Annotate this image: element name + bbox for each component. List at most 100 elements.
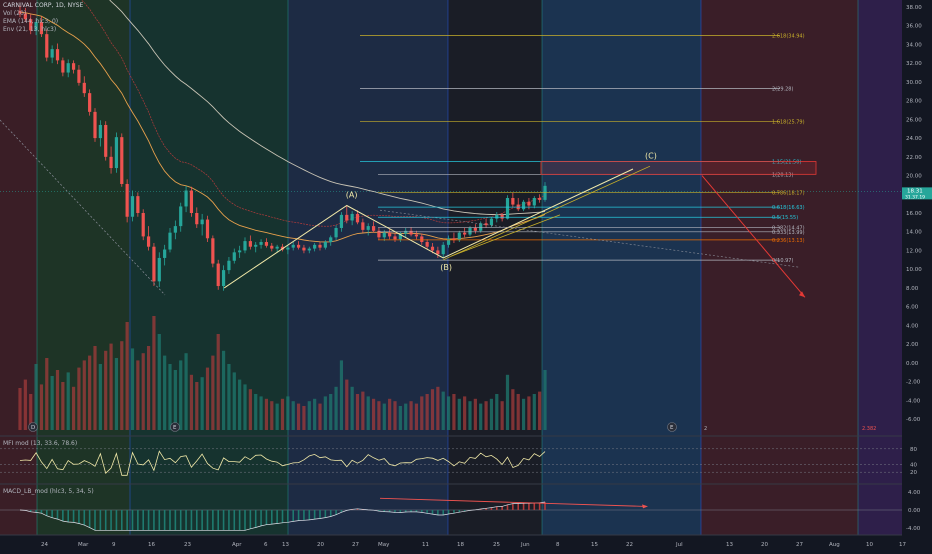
indicator-ema[interactable]: EMA (144, hlc3, 0) [3, 18, 59, 25]
time-tick-label: 13 [726, 542, 733, 548]
candle-body [302, 247, 306, 251]
volume-bar [259, 396, 263, 430]
candle-body [29, 19, 33, 31]
volume-bar [355, 394, 360, 430]
cycle-zone-4 [448, 0, 542, 535]
candle-body [221, 270, 226, 287]
fib-level-label: 2(29.28) [772, 87, 793, 93]
volume-bar [532, 394, 536, 430]
volume-bar [388, 398, 392, 430]
indicator-envelope[interactable]: Env (21, 13, hlc3) [3, 26, 57, 33]
candle-body [189, 190, 194, 213]
candle-body [489, 218, 494, 226]
price-tick-label: 20.00 [906, 174, 922, 180]
macd-divergence-arrowhead [642, 504, 648, 509]
volume-bar [120, 341, 124, 430]
candle-body [104, 124, 108, 157]
candle-body [441, 244, 445, 255]
target-zone-box [540, 161, 817, 175]
cycle-zone-3 [288, 0, 448, 535]
candle-body [500, 214, 504, 219]
macd-pane-label[interactable]: MACD_LB_mod (hlc3, 5, 34, 5) [3, 488, 94, 495]
last-price-value: 18.31 [907, 188, 923, 194]
macd-axis-label: 4.00 [908, 490, 921, 496]
time-tick-label: 8 [556, 542, 560, 548]
candle-body [366, 226, 370, 230]
volume-bar [425, 394, 429, 430]
macd-divergence-line [379, 497, 646, 507]
volume-bar [23, 379, 27, 430]
time-tick-label: May [378, 542, 390, 548]
candle-body [463, 232, 467, 235]
volume-bar [479, 403, 483, 430]
candle-body [430, 246, 435, 251]
time-tick-label: Apr [232, 542, 242, 548]
price-tick-label: 36.00 [906, 24, 922, 30]
price-tick-label: 12.00 [906, 248, 922, 254]
volume-bar [232, 372, 236, 430]
volume-bar [516, 394, 520, 430]
volume-bar [495, 394, 499, 430]
macd-axis-label: -4.00 [906, 526, 921, 532]
volume-bar [452, 394, 456, 430]
volume-bar [205, 367, 210, 430]
candle-body [141, 213, 145, 237]
volume-bar [173, 370, 177, 430]
symbol-header[interactable]: CARNIVAL CORP, 1D, NYSE [3, 2, 84, 9]
volume-bar [468, 401, 472, 430]
volume-bar [377, 401, 381, 430]
candle-body [211, 238, 215, 264]
event-badge-letter: E [670, 425, 674, 431]
volume-bar [371, 398, 376, 430]
volume-bar [339, 360, 344, 430]
candle-body [404, 230, 408, 234]
mfi-pane-label[interactable]: MFI mod (13, 33.6, 78.6) [3, 440, 78, 447]
candle-body [152, 246, 156, 282]
price-tick-label: -6.00 [906, 417, 921, 423]
candle-body [238, 250, 242, 253]
volume-bar [484, 401, 488, 430]
candle-body [409, 230, 413, 235]
event-badge [170, 422, 180, 432]
candle-body [538, 198, 542, 200]
volume-bar [168, 364, 172, 430]
volume-bar [489, 398, 494, 430]
volume-bar [45, 358, 49, 430]
volume-bar [420, 396, 424, 430]
price-axis-bg [902, 0, 932, 550]
candle-body [45, 34, 49, 58]
candle-body [468, 227, 472, 235]
candle-body [216, 263, 220, 287]
candle-body [291, 244, 295, 248]
volume-bar [136, 360, 140, 430]
projection-arrow-head [799, 291, 805, 298]
candle-body [34, 21, 38, 31]
candle-body [275, 246, 279, 249]
event-badge-letter: E [173, 425, 177, 431]
candle-body [55, 49, 60, 61]
price-tick-label: 22.00 [906, 155, 922, 161]
volume-bar [302, 406, 306, 430]
candle-body [355, 213, 360, 223]
volume-bar [463, 396, 467, 430]
time-tick-label: 20 [761, 542, 768, 548]
candle-body [511, 198, 515, 205]
volume-bar [291, 401, 295, 430]
volume-bar [307, 401, 311, 430]
candle-body [527, 201, 531, 206]
candle-body [50, 49, 54, 58]
candle-body [371, 226, 376, 231]
time-tick-label: 11 [422, 542, 429, 548]
volume-bar [66, 372, 70, 430]
candle-body [457, 232, 461, 241]
candle-body [532, 198, 536, 206]
indicator-volume[interactable]: Vol (20) [3, 10, 27, 17]
candle-body [157, 257, 161, 282]
volume-bar [505, 374, 510, 430]
time-tick-label: 17 [899, 542, 906, 548]
candle-body [98, 124, 102, 139]
price-tick-label: 38.00 [906, 5, 922, 11]
volume-bar [286, 396, 290, 430]
